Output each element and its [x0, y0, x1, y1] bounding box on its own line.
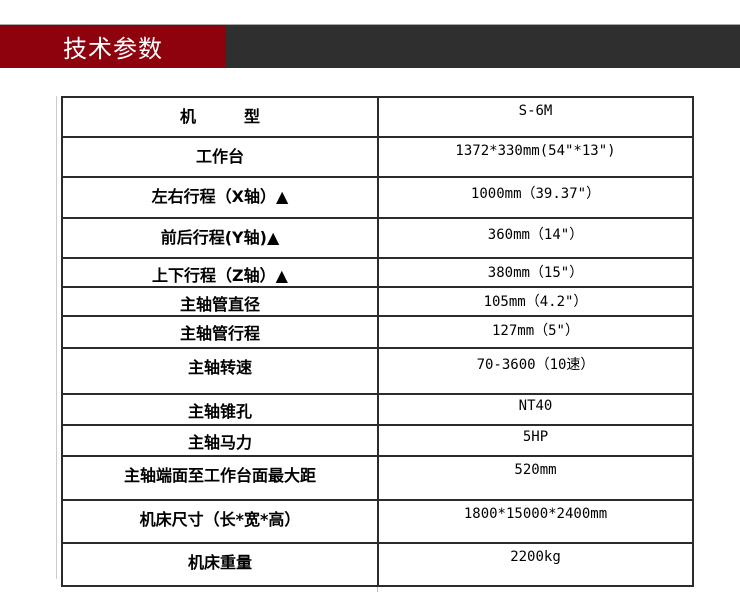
table-row: 机床尺寸（长*宽*高） 1800*15000*2400mm: [61, 499, 694, 544]
banner-red-segment: 技术参数: [0, 25, 226, 68]
spec-label-cell: 主轴管行程: [61, 315, 379, 349]
spec-value-cell: 360mm（14"）: [377, 217, 694, 259]
table-row: 工作台 1372*330mm(54"*13"): [61, 136, 694, 178]
table-divider-stub: [377, 580, 378, 592]
spec-label-cell: 机床尺寸（长*宽*高）: [61, 499, 379, 544]
spec-table-container: 机 型 S-6M 工作台 1372*330mm(54"*13") 左右行程（X轴…: [61, 96, 694, 587]
section-banner: 技术参数: [0, 24, 740, 68]
spec-label-cell: 前后行程(Y轴)▲: [61, 217, 379, 259]
spec-value-cell: 1000mm（39.37"）: [377, 176, 694, 219]
spec-label-cell: 主轴马力: [61, 424, 379, 457]
table-row: 前后行程(Y轴)▲ 360mm（14"）: [61, 217, 694, 259]
table-row: 主轴马力 5HP: [61, 424, 694, 457]
spec-label-cell: 工作台: [61, 136, 379, 178]
table-row: 主轴转速 70-3600（10速）: [61, 347, 694, 395]
table-row: 主轴锥孔 NT40: [61, 393, 694, 426]
spec-table: 机 型 S-6M 工作台 1372*330mm(54"*13") 左右行程（X轴…: [61, 96, 694, 587]
spec-label-cell: 主轴端面至工作台面最大距: [61, 455, 379, 501]
spec-label-cell: 主轴转速: [61, 347, 379, 395]
table-row: 主轴端面至工作台面最大距 520mm: [61, 455, 694, 501]
spec-value-cell: 520mm: [377, 455, 694, 501]
spec-value-cell: NT40: [377, 393, 694, 426]
spec-value-cell: 380mm（15"）: [377, 257, 694, 288]
table-row: 主轴管行程 127mm（5"）: [61, 315, 694, 349]
spec-value-cell: 70-3600（10速）: [377, 347, 694, 395]
spec-label-cell: 主轴锥孔: [61, 393, 379, 426]
model-header-label: 机 型: [61, 96, 379, 138]
spec-value-cell: 1372*330mm(54"*13"): [377, 136, 694, 178]
spec-value-cell: 5HP: [377, 424, 694, 457]
spec-value-cell: 2200kg: [377, 542, 694, 587]
spec-value-cell: 1800*15000*2400mm: [377, 499, 694, 544]
table-row: 左右行程（X轴）▲ 1000mm（39.37"）: [61, 176, 694, 219]
spec-label-cell: 主轴管直径: [61, 286, 379, 317]
table-row: 主轴管直径 105mm（4.2"）: [61, 286, 694, 317]
table-row: 上下行程（Z轴）▲ 380mm（15"）: [61, 257, 694, 288]
spec-value-cell: 127mm（5"）: [377, 315, 694, 349]
model-header-value: S-6M: [377, 96, 694, 138]
table-outer-line: [56, 96, 57, 579]
spec-label-cell: 左右行程（X轴）▲: [61, 176, 379, 219]
page-title: 技术参数: [63, 35, 163, 63]
table-header-row: 机 型 S-6M: [61, 96, 694, 138]
table-row: 机床重量 2200kg: [61, 542, 694, 587]
spec-label-cell: 上下行程（Z轴）▲: [61, 257, 379, 288]
spec-value-cell: 105mm（4.2"）: [377, 286, 694, 317]
spec-label-cell: 机床重量: [61, 542, 379, 587]
